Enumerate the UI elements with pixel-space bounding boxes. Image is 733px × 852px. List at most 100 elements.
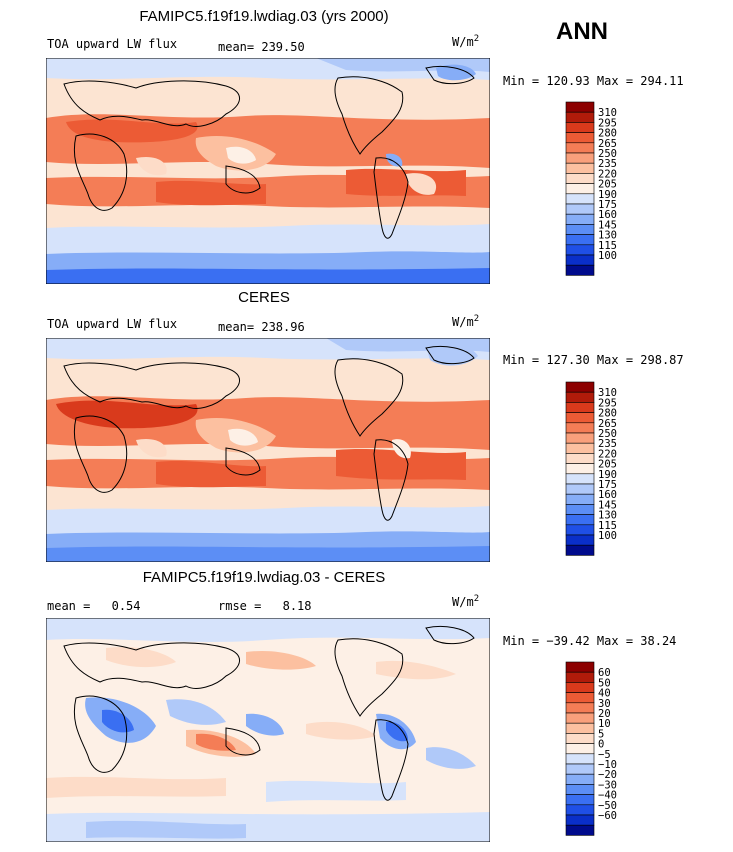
panel1-mean-value: 239.50 (261, 40, 305, 54)
colorbar-level-label: 250 (598, 428, 617, 440)
panel2-map (46, 338, 490, 562)
colorbar-swatch (565, 213, 595, 225)
colorbar-level-label: 250 (598, 148, 617, 160)
panel3-rmse: rmse = 8.18 (218, 599, 312, 613)
colorbar-level-label: 100 (598, 530, 617, 542)
colorbar-level-label: 160 (598, 489, 617, 501)
colorbar-swatch (565, 534, 595, 546)
panel3-mean-value: 0.54 (111, 599, 141, 613)
panel3-map (46, 618, 490, 842)
colorbar-level-label: 175 (598, 479, 617, 491)
colorbar-level-label: 310 (598, 107, 617, 119)
colorbar-level-label: 205 (598, 459, 617, 471)
colorbar-swatch (565, 132, 595, 144)
colorbar-swatch (565, 101, 595, 113)
colorbar-level-label: −50 (598, 800, 617, 812)
colorbar-level-label: 20 (598, 708, 611, 720)
panel3-mean: mean = 0.54 (47, 599, 141, 613)
colorbar-level-label: 60 (598, 667, 611, 679)
panel1-title: FAMIPC5.f19f19.lwdiag.03 (yrs 2000) (139, 8, 389, 25)
colorbar-swatch (565, 722, 595, 734)
colorbar-swatch (565, 453, 595, 464)
panel1-minmax: Min = 120.93 Max = 294.11 (503, 74, 684, 88)
colorbar-swatch (565, 463, 595, 475)
colorbar-swatch (565, 804, 595, 816)
colorbar-swatch (565, 203, 595, 215)
colorbar-swatch (565, 152, 595, 164)
colorbar-swatch (565, 763, 595, 775)
colorbar-swatch (565, 412, 595, 424)
colorbar-swatch (565, 111, 595, 123)
colorbar-swatch (565, 824, 595, 836)
panel2-units: W/m2 (452, 314, 480, 329)
colorbar-level-label: 295 (598, 397, 617, 409)
panel1-map (46, 58, 490, 284)
colorbar-swatch (565, 733, 595, 744)
colorbar-level-label: 265 (598, 138, 617, 150)
colorbar-level-label: 145 (598, 219, 617, 231)
panel1-colorbar: 3102952802652502352202051901751601451301… (565, 101, 617, 276)
colorbar-swatch (565, 381, 595, 393)
colorbar-swatch (565, 224, 595, 235)
colorbar-swatch (565, 692, 595, 704)
colorbar-level-label: 5 (598, 728, 604, 740)
colorbar-level-label: −20 (598, 769, 617, 781)
colorbar-level-label: 280 (598, 128, 617, 140)
colorbar-level-label: 145 (598, 499, 617, 511)
colorbar-swatch (565, 743, 595, 755)
panel3-title: FAMIPC5.f19f19.lwdiag.03 - CERES (142, 569, 386, 586)
colorbar-level-label: 295 (598, 117, 617, 129)
colorbar-swatch (565, 183, 595, 195)
panel2-title: CERES (238, 289, 290, 306)
colorbar-swatch (565, 391, 595, 403)
colorbar-level-label: 130 (598, 230, 617, 242)
colorbar-swatch (565, 661, 595, 673)
colorbar-swatch (565, 712, 595, 724)
colorbar-level-label: −10 (598, 759, 617, 771)
panel2-mean-label: mean= (218, 320, 255, 334)
colorbar-swatch (565, 254, 595, 266)
colorbar-swatch (565, 122, 595, 133)
colorbar-level-label: −30 (598, 779, 617, 791)
colorbar-level-label: −5 (598, 749, 611, 761)
colorbar-swatch (565, 753, 595, 765)
panel2-mean: mean= 238.96 (218, 320, 305, 334)
panel1-mean-label: mean= (218, 40, 255, 54)
colorbar-level-label: 310 (598, 387, 617, 399)
colorbar-swatch (565, 524, 595, 536)
colorbar-level-label: 265 (598, 418, 617, 430)
colorbar-level-label: 190 (598, 469, 617, 481)
colorbar-level-label: 175 (598, 199, 617, 211)
colorbar-swatch (565, 682, 595, 693)
colorbar-swatch (565, 784, 595, 795)
colorbar-swatch (565, 814, 595, 826)
colorbar-level-label: 190 (598, 189, 617, 201)
colorbar-swatch (565, 514, 595, 526)
colorbar-level-label: 10 (598, 718, 611, 730)
colorbar-swatch (565, 422, 595, 434)
colorbar-level-label: 130 (598, 510, 617, 522)
panel1-units: W/m2 (452, 34, 480, 49)
colorbar-swatch (565, 432, 595, 444)
colorbar-level-label: 205 (598, 179, 617, 191)
panel1-mean: mean= 239.50 (218, 40, 305, 54)
panel3-rmse-label: rmse = (218, 599, 262, 613)
colorbar-level-label: 115 (598, 240, 617, 252)
panel2-mean-value: 238.96 (261, 320, 305, 334)
colorbar-level-label: 50 (598, 677, 611, 689)
colorbar-swatch (565, 244, 595, 256)
colorbar-level-label: −40 (598, 790, 617, 802)
colorbar-level-label: 40 (598, 688, 611, 700)
panel3-mean-label: mean = (47, 599, 91, 613)
colorbar-level-label: 235 (598, 438, 617, 450)
colorbar-swatch (565, 794, 595, 806)
colorbar-swatch (565, 473, 595, 485)
colorbar-level-label: 220 (598, 448, 617, 460)
colorbar-swatch (565, 483, 595, 495)
colorbar-swatch (565, 702, 595, 714)
colorbar-swatch (565, 402, 595, 413)
colorbar-level-label: 115 (598, 520, 617, 532)
colorbar-swatch (565, 264, 595, 276)
colorbar-level-label: 280 (598, 408, 617, 420)
